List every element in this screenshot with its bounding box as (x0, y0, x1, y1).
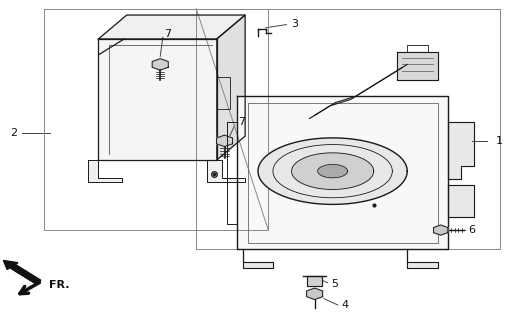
Text: 7: 7 (164, 29, 171, 39)
Polygon shape (433, 225, 448, 235)
Text: 3: 3 (292, 19, 298, 28)
Polygon shape (292, 153, 374, 189)
Polygon shape (243, 249, 273, 268)
Polygon shape (318, 164, 348, 178)
Polygon shape (237, 96, 448, 249)
Polygon shape (88, 160, 122, 182)
Polygon shape (152, 59, 168, 70)
Polygon shape (99, 39, 217, 160)
Text: FR.: FR. (49, 280, 69, 290)
Polygon shape (99, 15, 245, 39)
FancyArrow shape (4, 260, 41, 284)
Polygon shape (217, 15, 245, 160)
Polygon shape (307, 288, 322, 300)
Text: 7: 7 (238, 117, 246, 127)
Text: 4: 4 (342, 300, 349, 310)
Polygon shape (448, 186, 474, 217)
Text: 1: 1 (496, 136, 503, 146)
Text: 5: 5 (332, 279, 338, 289)
Polygon shape (206, 160, 245, 182)
Text: 2: 2 (10, 128, 18, 138)
Polygon shape (407, 249, 438, 268)
Polygon shape (217, 135, 233, 147)
Text: 6: 6 (468, 225, 475, 235)
Polygon shape (448, 122, 474, 179)
Polygon shape (307, 276, 322, 286)
Polygon shape (258, 138, 407, 204)
Polygon shape (397, 52, 438, 80)
